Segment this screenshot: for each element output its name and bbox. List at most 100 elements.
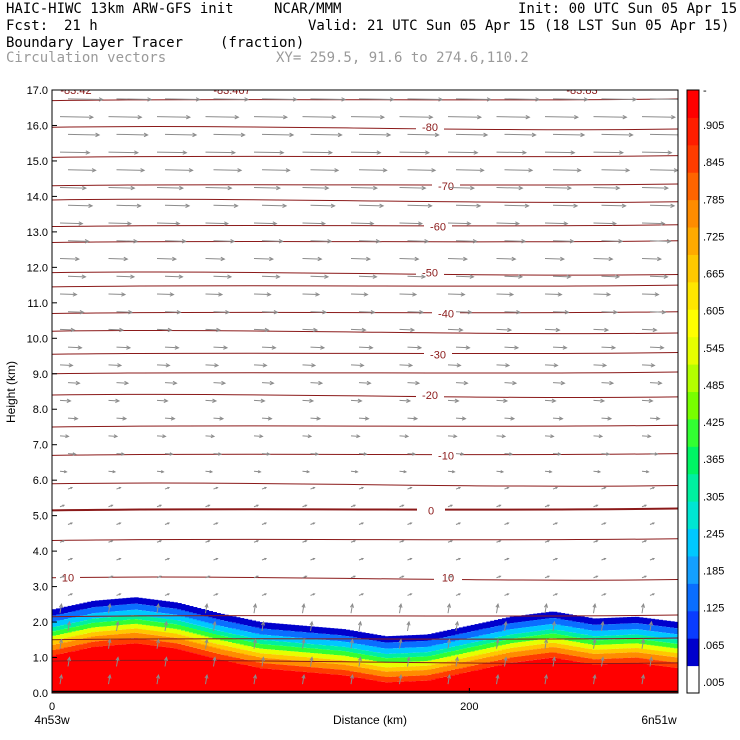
circulation-vector-head <box>509 292 515 297</box>
bl-tracer-cell <box>204 650 210 657</box>
bl-tracer-cell <box>564 659 570 693</box>
circulation-vector-head <box>503 398 509 403</box>
circulation-vector <box>552 240 574 242</box>
theta-line <box>52 538 678 541</box>
colorbar-swatch <box>687 309 699 338</box>
circulation-vector-head <box>557 452 562 456</box>
bl-tracer-cell <box>439 658 444 663</box>
bl-tracer-cell <box>454 634 460 641</box>
circulation-vector <box>67 169 96 171</box>
org-label: NCAR/MMM <box>274 1 342 17</box>
bl-tracer-cell <box>341 651 347 656</box>
circulation-vector-head <box>670 203 676 208</box>
bl-tracer-cell <box>580 638 585 644</box>
bl-tracer-cell <box>568 620 573 627</box>
bl-tracer-cell <box>75 639 80 646</box>
bl-tracer-cell <box>228 661 233 693</box>
circulation-vector-head <box>418 221 424 226</box>
bl-tracer-cell <box>79 638 84 645</box>
circulation-vector <box>544 435 554 437</box>
circulation-vector-head <box>353 540 357 543</box>
colorbar-label: .725 <box>703 231 724 243</box>
circulation-vector-head <box>595 540 599 543</box>
circulation-vector-head <box>89 114 95 120</box>
bl-tracer-cell <box>165 601 170 608</box>
bl-tracer-cell <box>341 660 347 665</box>
bl-tracer-cell <box>271 635 276 641</box>
bl-tracer-cell <box>419 665 425 671</box>
bl-tracer-cell <box>267 622 272 630</box>
bl-tracer-cell <box>263 663 268 669</box>
bl-tracer-cell <box>204 632 210 637</box>
bl-tracer-cell <box>153 621 159 627</box>
circulation-vector <box>593 116 627 118</box>
bl-tracer-cell <box>361 644 366 651</box>
bl-tracer-cell <box>478 635 483 641</box>
bl-tracer-cell <box>509 634 515 639</box>
circulation-vector-head <box>259 434 264 439</box>
bl-tracer-cell <box>505 658 511 664</box>
colorbar-swatch <box>687 583 699 612</box>
colorbar-swatch <box>687 391 699 420</box>
circulation-vector-head <box>312 522 316 525</box>
field-units: (fraction) <box>220 35 305 51</box>
bl-tracer-cell <box>259 662 264 669</box>
bl-tracer-cell <box>380 653 386 658</box>
bl-tracer-cell <box>576 622 581 629</box>
bl-tracer-cell <box>607 663 613 693</box>
bl-tracer-cell <box>544 618 550 625</box>
circulation-vector-head <box>313 327 319 333</box>
bl-tracer-cell <box>533 620 538 627</box>
circulation-vector-head <box>476 203 482 208</box>
bl-tracer-cell <box>537 659 542 693</box>
circulation-vector-head <box>563 221 569 226</box>
bl-tracer-cell <box>337 650 343 656</box>
bl-tracer-cell <box>185 611 190 618</box>
bl-tracer-cell <box>376 657 382 662</box>
bl-tracer-cell <box>255 656 260 663</box>
bl-tracer-cell <box>224 650 229 656</box>
bl-tracer-cell <box>588 639 593 645</box>
circulation-vector <box>310 240 332 242</box>
circulation-vector-head <box>95 132 101 138</box>
circulation-vector-head <box>301 603 306 608</box>
bl-tracer-cell <box>525 627 530 633</box>
circulation-vector-head <box>398 638 403 644</box>
bl-tracer-cell <box>666 647 671 653</box>
circulation-vector <box>407 382 420 384</box>
bl-tracer-cell <box>325 645 331 650</box>
bl-tracer-cell <box>106 634 112 641</box>
circulation-vector-head <box>62 504 66 507</box>
bl-tracer-cell <box>650 631 656 637</box>
circulation-vector-head <box>81 274 87 279</box>
bl-tracer-cell <box>177 625 182 630</box>
bl-tracer-cell <box>341 664 347 670</box>
bl-tracer-cell <box>572 641 577 647</box>
bl-tracer-cell <box>490 656 495 662</box>
circulation-vector <box>261 382 274 384</box>
bl-tracer-cell <box>376 652 382 658</box>
bl-tracer-cell <box>521 627 527 633</box>
circulation-vector-head <box>266 452 271 456</box>
bl-tracer-cell <box>513 633 519 639</box>
bl-tracer-cell <box>122 610 127 616</box>
contour-label: 10 <box>442 573 454 585</box>
bl-tracer-cell <box>110 634 116 640</box>
bl-tracer-cell <box>431 659 437 665</box>
circulation-vector-head <box>619 150 625 155</box>
bl-tracer-cell <box>52 644 57 651</box>
circulation-vector <box>649 169 678 171</box>
bl-tracer-cell <box>368 660 374 665</box>
bl-tracer-cell <box>200 609 206 616</box>
bl-tracer-cell <box>290 646 296 652</box>
bl-tracer-cell <box>607 624 613 631</box>
circulation-vector <box>407 98 443 100</box>
bl-tracer-cell <box>525 632 530 637</box>
bl-tracer-cell <box>161 632 167 637</box>
bl-tracer-cell <box>141 629 147 634</box>
bl-tracer-cell <box>619 663 624 693</box>
bl-tracer-cell <box>228 621 233 628</box>
circulation-vector <box>593 293 611 296</box>
circulation-vector-head <box>644 575 648 578</box>
